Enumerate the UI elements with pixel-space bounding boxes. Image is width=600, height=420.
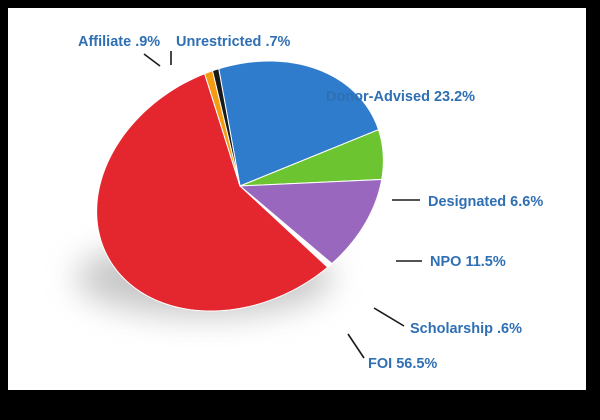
pie-slice-unrestricted: [211, 68, 241, 187]
slice-label-unrestricted: Unrestricted .7%: [176, 34, 291, 50]
chart-canvas: Donor-Advised 23.2% Designated 6.6% NPO 11…: [8, 8, 586, 390]
pie-slice-designated: [239, 129, 384, 187]
slice-label-donor: Donor-Advised 23.2%: [326, 89, 475, 105]
pie-chart: Donor-Advised 23.2% Designated 6.6% NPO 11…: [76, 34, 543, 372]
leader-line-scholarship: [373, 307, 405, 327]
slice-label-npo: NPO 11.5%: [430, 254, 506, 270]
pie-slice-foi: [96, 73, 329, 312]
slice-label-scholarship: Scholarship .6%: [410, 321, 522, 337]
pie-slice-donor: [218, 60, 380, 187]
slice-label-affiliate: Affiliate .9%: [78, 34, 160, 50]
pie-slice-npo: [238, 178, 383, 265]
slice-label-foi: FOI 56.5%: [368, 356, 437, 372]
leader-line-affiliate: [143, 53, 161, 67]
slice-label-designated: Designated 6.6%: [428, 194, 543, 210]
leader-line-foi: [347, 333, 365, 359]
